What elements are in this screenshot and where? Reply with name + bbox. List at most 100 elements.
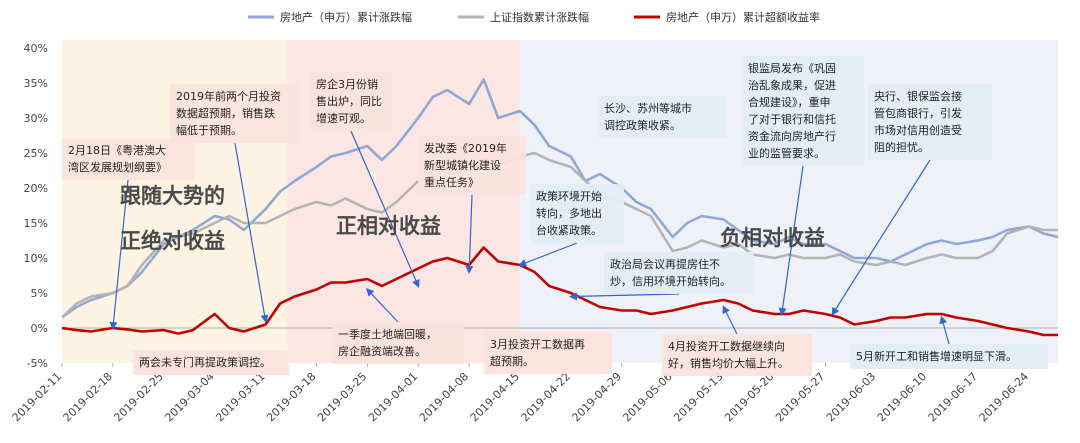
legend: 房地产（申万）累计涨跌幅 上证指数累计涨跌幅 房地产（申万）累计超额收益率 xyxy=(248,10,820,24)
series-line-3 xyxy=(61,246,1058,337)
x-tick-label: 2019-04-15 xyxy=(468,370,522,424)
annotation-text: 5月新开工和销售增速明显下滑。 xyxy=(856,349,1017,363)
legend-label: 房地产（申万）累计超额收益率 xyxy=(666,10,820,24)
x-tick-label: 2019-04-22 xyxy=(519,370,573,424)
annotation-arrow xyxy=(722,305,738,335)
annotation-text: 2019年前两个月投资 xyxy=(176,89,281,103)
region-labels: 跟随大势的正绝对收益 正相对收益负相对收益 xyxy=(120,184,825,253)
annotation-text: 数据超预期，销售跌 xyxy=(176,106,275,120)
annotation-box xyxy=(133,350,289,375)
annotation-box xyxy=(742,56,864,166)
annotation-text: 台收紧政策。 xyxy=(536,223,602,237)
annotation-a3: 两会未专门再提政策调控。 xyxy=(133,350,289,375)
annotation-text: 市场对信用创造受 xyxy=(874,123,962,137)
x-tick-label: 2019-02-25 xyxy=(111,370,165,424)
annotation-text: 合规建设》，重申 xyxy=(748,95,831,109)
annotation-a12: 银监局发布《巩固治乱象成果，促进合规建设》，重申了对于银行和信托资金流向房地产行… xyxy=(742,56,864,166)
annotation-text: 炒，信用环境开始转向。 xyxy=(610,274,731,288)
annotation-text: 幅低于预期。 xyxy=(176,124,242,137)
annotation-box xyxy=(850,344,1048,369)
annotation-text: 湾区发展规划纲要》 xyxy=(68,160,167,174)
annotation-box xyxy=(662,334,812,376)
annotation-text: 业的监管要求。 xyxy=(748,146,825,160)
x-tick-label: 2019-04-08 xyxy=(417,370,471,424)
annotation-arrows xyxy=(109,130,950,345)
annotation-arrow xyxy=(465,194,474,274)
y-tick-label: 20% xyxy=(24,182,48,195)
legend-item-3: 房地产（申万）累计超额收益率 xyxy=(634,10,820,24)
x-tick-label: 2019-04-01 xyxy=(366,370,420,424)
x-tick-label: 2019-03-04 xyxy=(162,370,216,424)
annotation-text: 两会未专门再提政策调控。 xyxy=(139,355,271,369)
legend-label: 上证指数累计涨跌幅 xyxy=(490,10,589,24)
y-tick-label: 35% xyxy=(24,77,48,90)
legend-item-1: 房地产（申万）累计涨跌幅 xyxy=(248,10,412,24)
annotation-box xyxy=(530,184,624,243)
x-tick-label: 2019-05-06 xyxy=(620,370,674,424)
annotation-arrow xyxy=(831,159,931,316)
series-line-2 xyxy=(61,151,1058,319)
annotation-text: 好，销售均价大幅上升。 xyxy=(668,356,789,370)
annotation-text: 银监局发布《巩固 xyxy=(748,61,836,75)
series-line-1 xyxy=(61,78,1059,319)
annotation-arrow xyxy=(518,242,578,267)
annotation-text: 增速可观。 xyxy=(316,111,371,125)
region-label: 跟随大势的 xyxy=(120,184,225,208)
annotation-box xyxy=(62,138,194,180)
series-lines xyxy=(61,78,1059,337)
annotation-text: 治乱象成果，促进 xyxy=(748,78,836,92)
x-tick-label: 2019-03-18 xyxy=(264,370,318,424)
region-label: 正绝对收益 xyxy=(120,229,225,253)
annotation-arrow xyxy=(939,315,950,345)
x-tick-label: 2019-05-20 xyxy=(722,370,776,424)
y-tick-label: 5% xyxy=(31,287,48,300)
annotation-text: 阻的担忧。 xyxy=(874,140,929,154)
annotation-box xyxy=(598,96,726,138)
annotation-text: 转向，多地出 xyxy=(536,206,602,220)
annotation-text: 重点任务》 xyxy=(424,175,479,189)
annotation-text: 售出炉，同比 xyxy=(316,94,382,108)
annotation-box xyxy=(604,252,754,294)
annotation-box xyxy=(418,136,526,195)
y-tick-label: 0% xyxy=(31,322,48,335)
annotation-text: 2月18日《粤港澳大 xyxy=(68,143,166,157)
x-tick-label: 2019-03-25 xyxy=(315,370,369,424)
annotation-box xyxy=(484,332,612,374)
annotation-a5: 一季度土地端回暖， 房企融资端改善。 xyxy=(332,322,464,364)
x-tick-label: 2019-05-27 xyxy=(773,370,827,424)
annotation-text: 调控政策收紧。 xyxy=(604,118,681,132)
annotation-arrow xyxy=(778,165,804,316)
annotation-text: 政策环境开始 xyxy=(536,189,602,203)
x-tick-label: 2019-05-13 xyxy=(671,370,725,424)
y-tick-label: 40% xyxy=(24,42,48,55)
x-tick-label: 2019-06-03 xyxy=(824,370,878,424)
annotation-text: 了对于银行和信托 xyxy=(748,112,836,126)
region-label: 正相对收益 xyxy=(336,214,441,238)
x-tick-label: 2019-02-11 xyxy=(10,370,64,424)
annotation-text: 发改委《2019年 xyxy=(424,141,507,155)
annotation-text: 长沙、苏州等城市 xyxy=(604,101,692,115)
region-label: 负相对收益 xyxy=(720,226,825,250)
y-tick-label: 15% xyxy=(24,217,48,230)
annotation-text: 超预期。 xyxy=(490,354,534,368)
annotation-arrow xyxy=(109,179,129,330)
annotation-text: 4月投资开工数据继续向 xyxy=(668,339,785,353)
annotation-text: 一季度土地端回暖， xyxy=(338,327,437,341)
x-tick-label: 2019-03-11 xyxy=(213,370,267,424)
x-tick-label: 2019-06-24 xyxy=(977,370,1031,424)
y-tick-label: 25% xyxy=(24,147,48,160)
y-tick-label: 10% xyxy=(24,252,48,265)
annotation-box xyxy=(868,84,992,160)
annotation-a14: 5月新开工和销售增速明显下滑。 xyxy=(850,344,1048,369)
y-tick-label: 30% xyxy=(24,112,48,125)
x-tick-label: 2019-04-29 xyxy=(570,370,624,424)
annotation-text: 3月投资开工数据再 xyxy=(490,337,585,351)
x-tick-label: 2019-06-17 xyxy=(926,370,980,424)
